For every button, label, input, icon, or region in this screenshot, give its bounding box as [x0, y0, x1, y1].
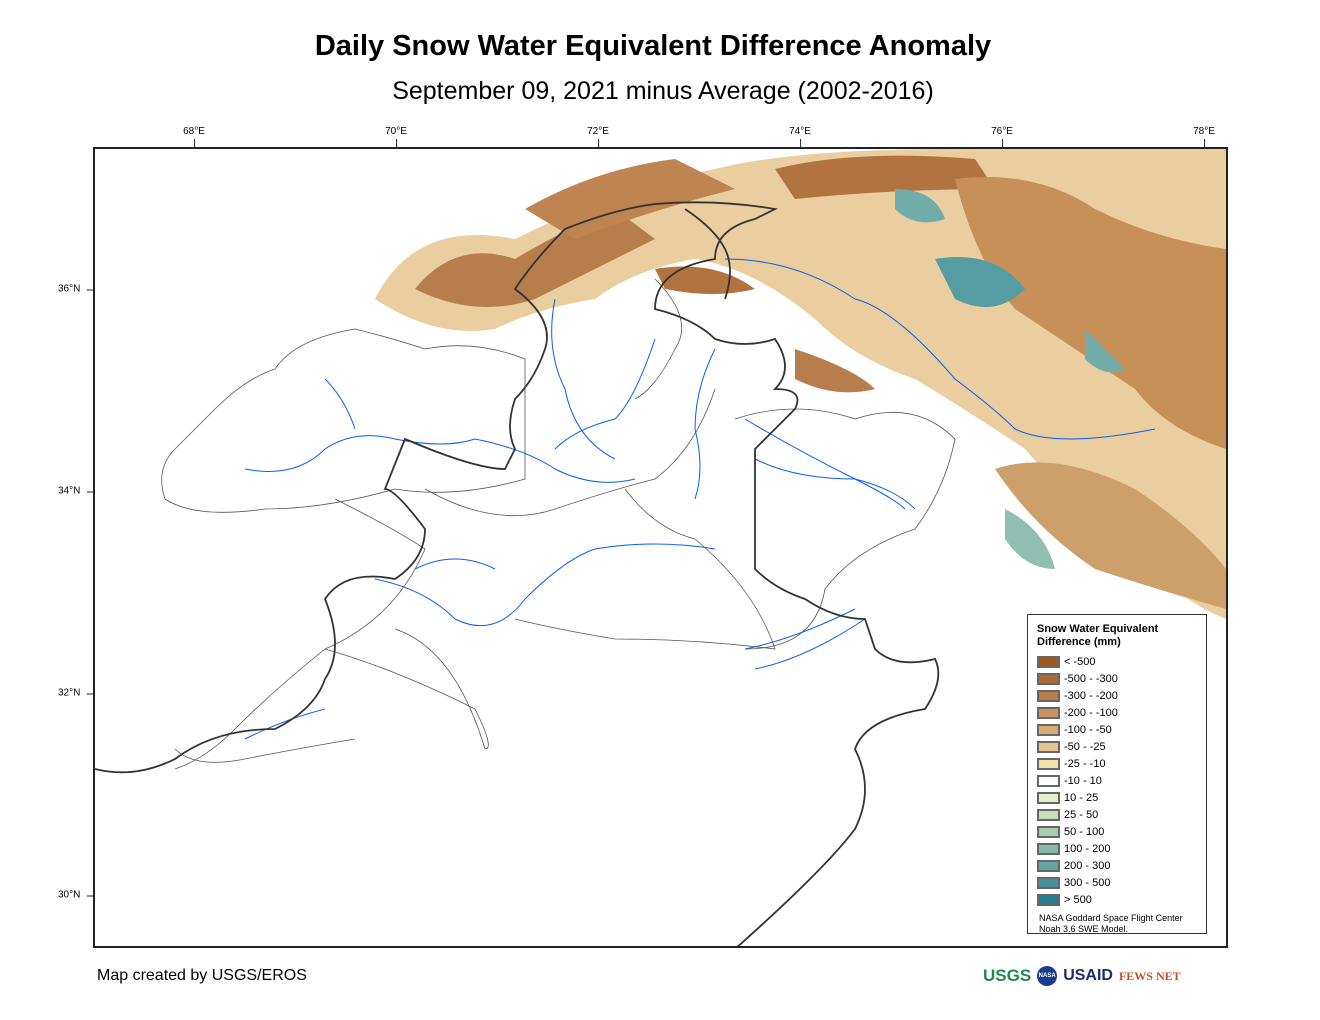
lon-tick: 78°E — [1193, 126, 1215, 147]
legend-item: < -500 — [1037, 653, 1206, 670]
legend-item: -25 - -10 — [1037, 755, 1206, 772]
legend-label: < -500 — [1064, 655, 1096, 668]
basin-boundaries — [161, 278, 956, 770]
country-border — [95, 201, 940, 946]
map-frame — [93, 147, 1228, 948]
legend-label: 200 - 300 — [1064, 859, 1111, 872]
legend-title: Snow Water Equivalent Difference (mm) — [1037, 623, 1159, 648]
legend-swatch — [1037, 893, 1060, 906]
lat-tick: 36°N — [58, 283, 94, 295]
legend-label: -25 - -10 — [1064, 757, 1106, 770]
legend-credit-1: NASA Goddard Space Flight Center — [1039, 913, 1183, 923]
legend-swatch — [1037, 859, 1060, 872]
lon-tick: 68°E — [183, 126, 205, 147]
legend-label: -50 - -25 — [1064, 740, 1106, 753]
usgs-logo: USGS — [983, 966, 1032, 985]
nasa-logo: NASA — [1037, 966, 1058, 986]
lat-tick: 32°N — [58, 687, 94, 699]
legend-label: -100 - -50 — [1064, 723, 1112, 736]
legend-label: -10 - 10 — [1064, 774, 1102, 787]
legend-swatch — [1037, 740, 1060, 753]
map-credit: Map created by USGS/EROS — [97, 967, 307, 984]
lon-tick: 74°E — [789, 126, 811, 147]
map-canvas — [95, 149, 1226, 946]
legend-label: 50 - 100 — [1064, 825, 1105, 838]
legend-item: -50 - -25 — [1037, 738, 1206, 755]
legend-item: -10 - 10 — [1037, 772, 1206, 789]
legend-label: > 500 — [1064, 893, 1092, 906]
map-title: Daily Snow Water Equivalent Difference A… — [314, 30, 992, 62]
legend-label: -500 - -300 — [1064, 672, 1118, 685]
legend-label: -200 - -100 — [1064, 706, 1118, 719]
legend-label: 10 - 25 — [1064, 791, 1099, 804]
legend-swatch — [1037, 757, 1060, 770]
fewsnet-logo: FEWS NET — [1118, 968, 1181, 983]
map-subtitle: September 09, 2021 minus Average (2002-2… — [392, 77, 934, 105]
lon-tick: 76°E — [991, 126, 1013, 147]
legend-item: 10 - 25 — [1037, 789, 1206, 806]
legend-swatch — [1037, 655, 1060, 668]
legend-item: 100 - 200 — [1037, 840, 1206, 857]
legend-item: 25 - 50 — [1037, 806, 1206, 823]
legend-swatch — [1037, 689, 1060, 702]
legend-item: -200 - -100 — [1037, 704, 1206, 721]
legend-swatch — [1037, 672, 1060, 685]
terrain-anomaly-layer — [375, 149, 1226, 619]
legend-item: > 500 — [1037, 891, 1206, 908]
legend-item: 300 - 500 — [1037, 874, 1206, 891]
legend-item: -500 - -300 — [1037, 670, 1206, 687]
legend-item: -300 - -200 — [1037, 687, 1206, 704]
legend-swatch — [1037, 825, 1060, 838]
legend-credit-2: Noah 3.6 SWE Model. — [1039, 924, 1129, 934]
legend-item: -100 - -50 — [1037, 721, 1206, 738]
legend-label: 100 - 200 — [1064, 842, 1111, 855]
legend-swatch — [1037, 706, 1060, 719]
lon-tick: 72°E — [587, 126, 609, 147]
legend-swatch — [1037, 842, 1060, 855]
map-legend: Snow Water Equivalent Difference (mm) < … — [1027, 614, 1207, 934]
legend-label: 300 - 500 — [1064, 876, 1111, 889]
lat-tick: 34°N — [58, 485, 94, 497]
legend-label: -300 - -200 — [1064, 689, 1118, 702]
legend-swatch — [1037, 723, 1060, 736]
legend-label: 25 - 50 — [1064, 808, 1099, 821]
legend-swatch — [1037, 876, 1060, 889]
rivers — [244, 258, 1156, 740]
legend-item: 200 - 300 — [1037, 857, 1206, 874]
legend-swatch — [1037, 791, 1060, 804]
legend-swatch — [1037, 808, 1060, 821]
partner-logos: USGS NASA USAID FEWS NET — [983, 966, 1181, 986]
usaid-logo: USAID — [1063, 967, 1113, 984]
lat-tick: 30°N — [58, 889, 94, 901]
legend-swatch — [1037, 774, 1060, 787]
lon-tick: 70°E — [385, 126, 407, 147]
legend-item: 50 - 100 — [1037, 823, 1206, 840]
